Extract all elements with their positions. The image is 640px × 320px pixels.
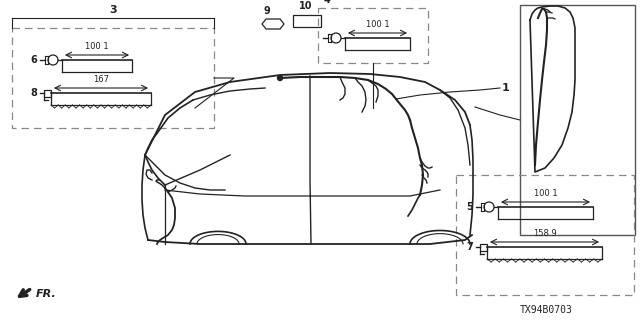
- Text: 8: 8: [30, 88, 37, 98]
- Text: 7: 7: [467, 242, 473, 252]
- Bar: [293, 15, 321, 27]
- Text: TX94B0703: TX94B0703: [520, 305, 573, 315]
- Bar: [318, 8, 428, 63]
- Bar: [520, 5, 635, 235]
- Text: 167: 167: [93, 75, 109, 84]
- Bar: [456, 175, 634, 295]
- Circle shape: [278, 76, 282, 81]
- Text: 5: 5: [467, 202, 473, 212]
- Bar: [44, 90, 51, 97]
- Text: 1: 1: [502, 83, 509, 93]
- Text: 2: 2: [593, 0, 601, 2]
- Text: 4: 4: [324, 0, 331, 5]
- Bar: [12, 28, 214, 128]
- Text: 10: 10: [300, 1, 313, 11]
- Text: 6: 6: [30, 55, 37, 65]
- Text: 100 1: 100 1: [365, 20, 389, 29]
- Text: 100 1: 100 1: [534, 189, 557, 198]
- Bar: [480, 244, 487, 251]
- Text: 100 1: 100 1: [85, 42, 109, 51]
- Text: 158.9: 158.9: [532, 229, 556, 238]
- Text: FR.: FR.: [36, 289, 57, 299]
- Text: 9: 9: [264, 6, 270, 16]
- Text: 3: 3: [109, 5, 117, 15]
